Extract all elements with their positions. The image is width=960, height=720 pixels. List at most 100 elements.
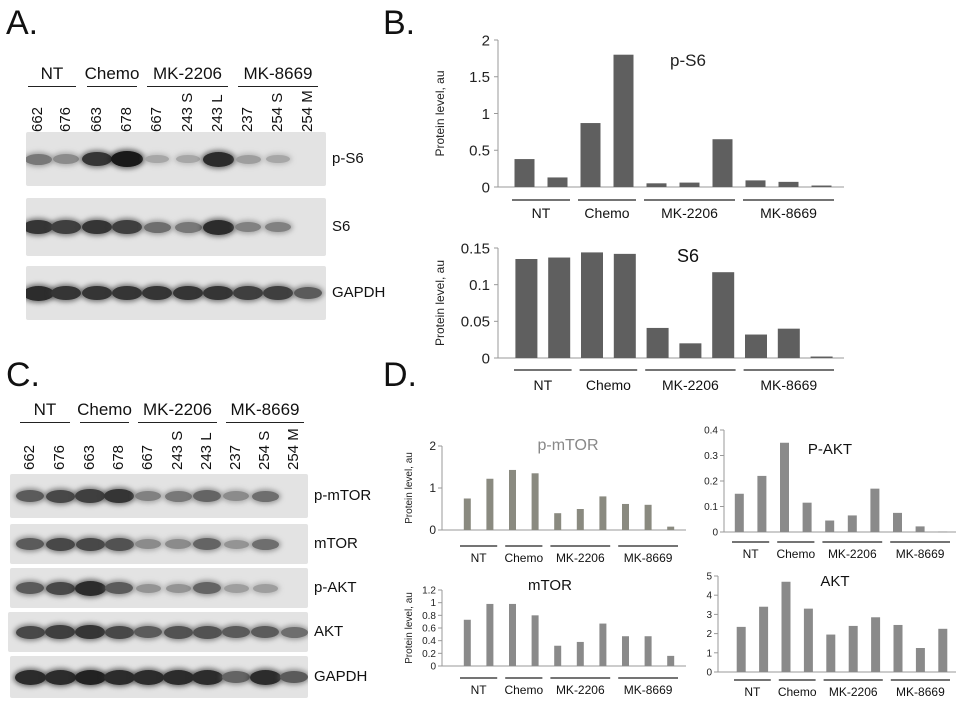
band	[145, 155, 169, 163]
group-label: Chemo	[584, 205, 629, 221]
group-label-chemo: Chemo	[77, 400, 132, 419]
y-tick-label: 3	[706, 610, 712, 621]
band	[202, 151, 234, 167]
band	[82, 286, 112, 300]
chart-title: S6	[677, 246, 699, 266]
bar	[581, 252, 603, 358]
band	[82, 220, 112, 234]
lane-label: 254 M	[285, 428, 302, 470]
group-underline	[80, 422, 129, 423]
group-label: MK-2206	[662, 377, 719, 393]
band	[251, 538, 279, 550]
lane-label: 254 S	[256, 430, 273, 470]
lane-label: 676	[57, 106, 74, 132]
band	[223, 491, 249, 501]
lane-label: 237	[239, 106, 256, 132]
chart-p-s6: 0 0.5 1 1.5 2 NT Chemo MK-2206 MK-8669 p-S6 Protei…	[433, 32, 844, 221]
blot-strip	[10, 656, 308, 698]
group-label-mk-2206: MK-2206	[143, 400, 212, 419]
blot-label-p-s6: p-S6	[332, 150, 364, 167]
bar	[486, 478, 494, 530]
band	[45, 581, 75, 595]
y-tick-label: 0.4	[422, 636, 436, 647]
group-underline	[87, 86, 137, 87]
bar	[576, 641, 584, 666]
group-underline	[226, 422, 304, 423]
bar	[777, 328, 800, 358]
lane-label: 254 S	[269, 92, 286, 132]
bar	[531, 473, 539, 530]
bar	[646, 327, 669, 358]
band	[14, 669, 46, 685]
band	[173, 286, 203, 300]
lane-label: 243 S	[179, 92, 196, 132]
y-tick-label: 0.6	[422, 624, 436, 635]
y-tick-label: 0.1	[704, 502, 718, 513]
bar	[580, 123, 601, 187]
bar	[622, 636, 629, 666]
group-label: MK-2206	[661, 205, 718, 221]
y-tick-label: 0.8	[422, 611, 436, 622]
y-tick-label: 0.2	[704, 477, 718, 488]
band	[223, 539, 249, 549]
group-label: MK-8669	[760, 205, 817, 221]
band	[252, 583, 278, 593]
bar	[759, 606, 769, 672]
group-label: NT	[533, 377, 552, 393]
blot-strip	[10, 524, 308, 564]
band	[103, 669, 135, 685]
band	[74, 669, 106, 685]
y-tick-label: 2	[482, 32, 490, 49]
bar	[667, 526, 675, 530]
blot-strip	[10, 474, 308, 518]
blot-label-gapdh: GAPDH	[332, 284, 386, 301]
lane-label: 662	[29, 106, 46, 132]
lane-label: 662	[21, 444, 38, 470]
y-tick-label: 0.15	[461, 240, 490, 257]
band	[51, 220, 81, 234]
group-underline	[147, 86, 228, 87]
blot-strip	[26, 198, 326, 256]
bar	[811, 185, 832, 187]
lane-label: 243 L	[198, 432, 215, 470]
band	[75, 625, 105, 639]
band	[294, 287, 322, 299]
bar	[515, 259, 538, 358]
lane-label: 678	[110, 444, 127, 470]
chart-s6: 0 0.05 0.1 0.15 NT Chemo MK-2206 MK-8669 S6 Prote…	[433, 240, 844, 393]
bar	[463, 498, 471, 530]
band	[162, 669, 194, 685]
bar	[781, 581, 791, 672]
band	[74, 580, 106, 596]
bar	[679, 343, 702, 358]
chart-title: p-S6	[670, 51, 706, 70]
bar	[548, 257, 571, 358]
blot-label-gapdh: GAPDH	[314, 668, 368, 685]
y-tick-label: 2	[429, 439, 436, 453]
bar	[644, 636, 652, 666]
band	[202, 219, 234, 235]
lane-label: 243 S	[169, 430, 186, 470]
bar	[646, 183, 667, 187]
band	[165, 583, 191, 593]
chart-title: P-AKT	[808, 441, 852, 458]
bar	[893, 624, 903, 672]
group-label-nt: NT	[40, 64, 64, 83]
y-tick-label: 0	[712, 528, 718, 539]
lane-label: 254 M	[299, 90, 316, 132]
band	[143, 221, 171, 233]
group-label: MK-8669	[624, 551, 673, 565]
y-axis-label: Protein level, au	[404, 452, 415, 524]
bar	[871, 617, 881, 672]
group-label: NT	[532, 205, 551, 221]
chart-akt: 0 1 2 3 4 5 NT Chemo MK-2206 MK-8669 AKT	[706, 572, 956, 699]
bar	[514, 159, 535, 187]
band	[223, 583, 249, 593]
y-tick-label: 0	[482, 179, 490, 196]
y-tick-label: 1	[706, 648, 712, 659]
bar	[599, 496, 607, 530]
band	[132, 669, 164, 685]
group-label: Chemo	[504, 551, 543, 565]
group-label: NT	[744, 685, 761, 699]
band	[134, 626, 162, 638]
